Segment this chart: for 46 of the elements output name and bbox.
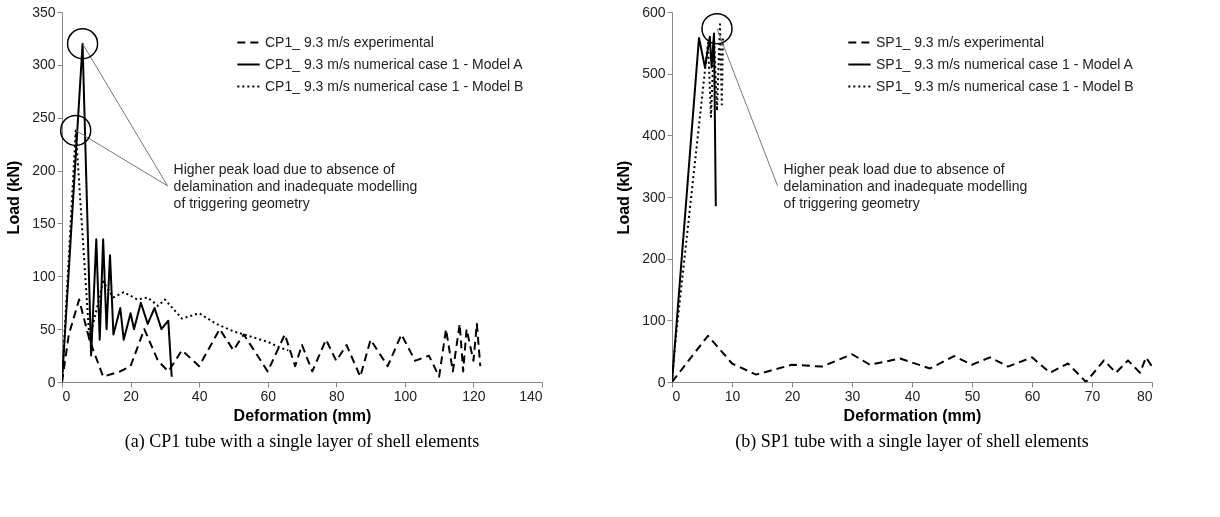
y-tick-label: 600 <box>642 3 666 20</box>
y-tick-label: 400 <box>642 126 666 143</box>
annotation: Higher peak load due to absence of delamination and inadequate modelling of triggering geometry <box>173 160 418 211</box>
x-tick-label: 140 <box>519 387 543 404</box>
x-tick-label: 70 <box>1084 387 1101 404</box>
x-tick-label: 100 <box>393 387 418 404</box>
y-tick-label: 50 <box>39 320 56 337</box>
y-tick-label: 200 <box>32 162 56 179</box>
y-axis-title: Load (kN) <box>5 160 23 235</box>
x-tick-label: 0 <box>672 387 681 404</box>
y-tick-label: 300 <box>642 188 666 205</box>
x-tick-label: 80 <box>1136 387 1153 404</box>
x-tick-label: 10 <box>724 387 741 404</box>
annotation: Higher peak load due to absence of delamination and inadequate modelling of triggering geometry <box>783 160 1028 211</box>
y-axis-title: Load (kN) <box>615 160 633 235</box>
x-tick-label: 20 <box>123 387 140 404</box>
y-tick-label: 350 <box>32 3 56 20</box>
y-tick-label: 100 <box>642 311 666 328</box>
x-axis-title: Deformation (mm) <box>843 406 982 424</box>
legend-label: SP1_ 9.3 m/s experimental <box>876 33 1045 50</box>
y-tick-label: 200 <box>642 250 666 267</box>
x-tick-label: 20 <box>784 387 801 404</box>
legend-label: CP1_ 9.3 m/s numerical case 1 - Model A <box>265 55 524 72</box>
x-tick-label: 0 <box>62 387 71 404</box>
x-tick-label: 30 <box>844 387 861 404</box>
legend-label: CP1_ 9.3 m/s numerical case 1 - Model B <box>265 77 524 94</box>
x-tick-label: 40 <box>191 387 208 404</box>
x-tick-label: 60 <box>260 387 277 404</box>
x-tick-label: 80 <box>329 387 345 404</box>
y-tick-label: 0 <box>657 373 666 390</box>
x-tick-label: 60 <box>1024 387 1041 404</box>
legend-label: SP1_ 9.3 m/s numerical case 1 - Model A <box>876 55 1134 72</box>
legend-label: CP1_ 9.3 m/s experimental <box>265 33 434 50</box>
y-tick-label: 250 <box>32 109 56 126</box>
y-tick-label: 0 <box>47 373 56 390</box>
y-tick-label: 150 <box>32 214 56 231</box>
text: (a) CP1 tube with a single layer of shell elements <box>124 431 480 452</box>
y-tick-label: 500 <box>642 65 666 82</box>
y-tick-label: 100 <box>32 267 56 284</box>
x-axis-title: Deformation (mm) <box>233 406 372 424</box>
y-tick-label: 300 <box>32 56 56 73</box>
x-tick-label: 40 <box>904 387 921 404</box>
x-tick-label: 120 <box>462 387 486 404</box>
text: (b) SP1 tube with a single layer of shell elements <box>735 431 1089 452</box>
x-tick-label: 50 <box>964 387 981 404</box>
legend-label: SP1_ 9.3 m/s numerical case 1 - Model B <box>876 77 1134 94</box>
